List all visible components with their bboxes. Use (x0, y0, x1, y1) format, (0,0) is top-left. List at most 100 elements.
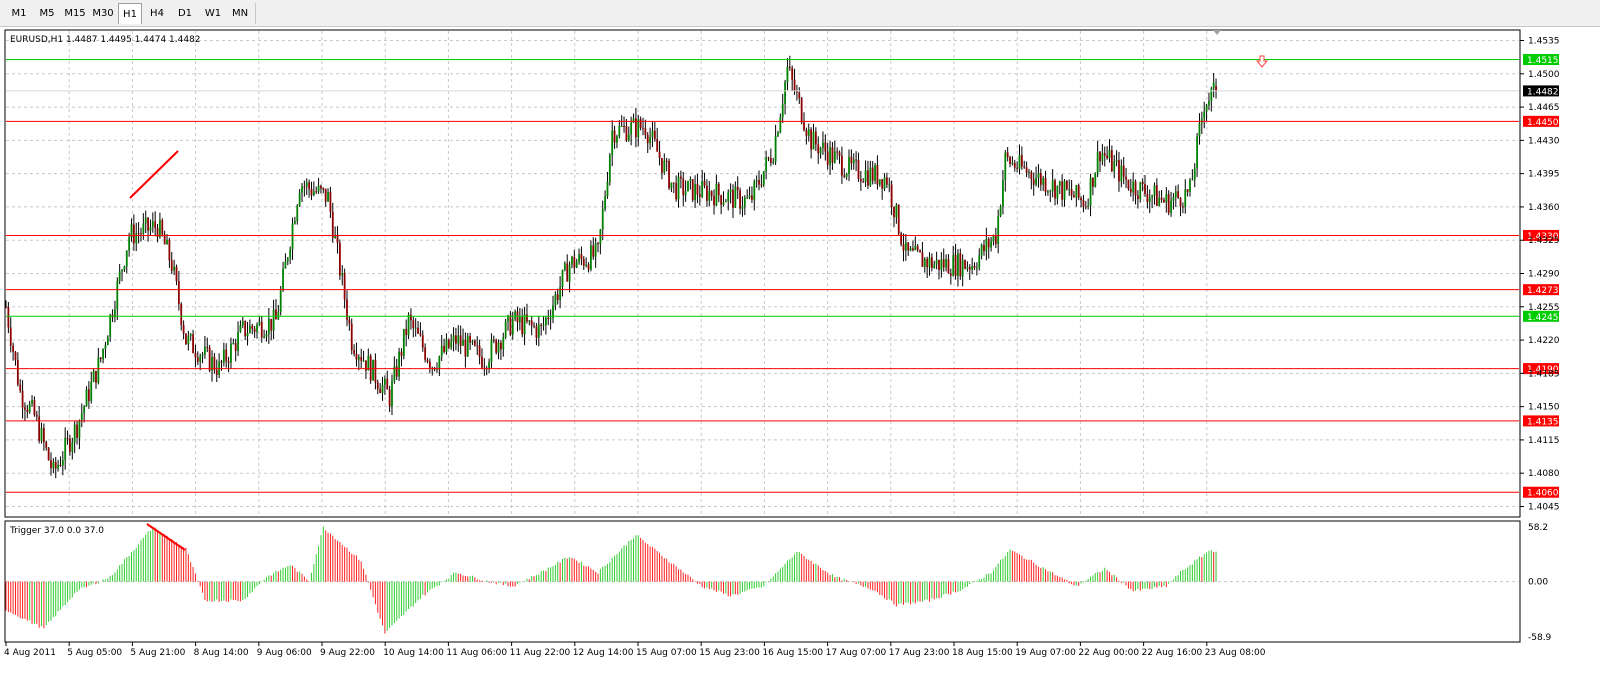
candle-body (1006, 152, 1009, 158)
candle-body (947, 259, 950, 274)
candle-body (1179, 197, 1182, 207)
candle-body (417, 327, 419, 334)
candle-body (807, 129, 810, 136)
candle-body (97, 357, 100, 383)
candle-body (341, 272, 344, 276)
candle-body (727, 192, 730, 202)
candle-body (618, 125, 621, 137)
candle-body (412, 320, 415, 329)
timeframe-tab-m1[interactable]: M1 (11, 8, 27, 19)
candle-body (410, 314, 412, 321)
candle-body (383, 378, 386, 385)
candle-body (710, 191, 713, 197)
candle-body (1170, 200, 1172, 213)
candle-body (54, 461, 57, 469)
candle-body (623, 125, 625, 127)
candle-body (1073, 195, 1075, 198)
candle-body (575, 261, 578, 268)
timeframe-tab-m15[interactable]: M15 (64, 8, 86, 19)
candle-body (717, 183, 720, 196)
timeframe-tab-h1[interactable]: H1 (118, 3, 142, 24)
timeframe-tab-d1[interactable]: D1 (177, 8, 193, 19)
candle-body (130, 224, 133, 237)
candle-body (71, 442, 74, 452)
candle-body (159, 220, 161, 238)
candle-body (1210, 88, 1213, 101)
candle-body (343, 272, 346, 300)
candle-body (140, 233, 142, 235)
candle-body (154, 221, 157, 229)
sell-arrow-icon[interactable] (1255, 55, 1269, 68)
price-trendline[interactable] (129, 150, 179, 199)
candle-body (1186, 189, 1189, 192)
timeframe-tab-mn[interactable]: MN (231, 8, 249, 19)
shift-marker-icon[interactable] (1213, 30, 1221, 35)
candle-body (658, 151, 661, 159)
candle-body (1189, 180, 1191, 192)
timeframe-toolbar: M1 M5 M15 M30 H1 H4 D1 W1 MN (0, 0, 1600, 27)
candle-body (424, 347, 427, 360)
candle-body (904, 242, 907, 251)
candle-body (395, 366, 398, 377)
chart-header: EURUSD,H1 1.4487 1.4495 1.4474 1.4482 (10, 35, 201, 45)
candle-body (1196, 136, 1199, 169)
candle-body (469, 336, 472, 343)
candle-body (26, 409, 29, 412)
indicator-tick-label: -58.9 (1528, 633, 1552, 643)
candle-body (1212, 82, 1215, 89)
candle-body (331, 211, 334, 238)
candle-body (180, 304, 183, 325)
candle-body (1037, 173, 1040, 178)
time-label: 8 Aug 14:00 (194, 648, 249, 658)
candle-body (796, 91, 798, 93)
candle-body (35, 414, 38, 417)
candle-body (220, 361, 223, 363)
candle-body (715, 183, 718, 206)
candle-body (1106, 155, 1109, 158)
candle-body (1080, 197, 1082, 201)
candle-body (1049, 191, 1052, 193)
candle-body (360, 356, 363, 361)
timeframe-tab-h4[interactable]: H4 (150, 8, 164, 19)
candle-body (414, 327, 417, 329)
candle-body (336, 235, 339, 243)
candle-body (206, 346, 209, 348)
candle-body (225, 349, 228, 362)
candle-body (168, 239, 171, 261)
time-label: 9 Aug 22:00 (320, 648, 375, 658)
candle-body (1032, 179, 1035, 185)
candle-body (601, 208, 604, 230)
candle-body (516, 311, 519, 323)
candle-body (28, 403, 31, 412)
candle-body (632, 118, 635, 123)
candle-body (975, 267, 978, 269)
timeframe-tab-w1[interactable]: W1 (204, 8, 222, 19)
candle-body (556, 294, 559, 300)
price-tick-label: 1.4185 (1528, 369, 1560, 379)
time-label: 12 Aug 14:00 (573, 648, 634, 658)
horizontal-levels[interactable]: 1.45151.44501.43301.42731.42451.41901.41… (6, 54, 1559, 499)
candle-body (357, 356, 360, 360)
candle-body (1127, 179, 1130, 189)
candle-body (211, 356, 213, 371)
candle-body (521, 316, 524, 335)
candle-body (855, 159, 858, 161)
candle-body (1092, 177, 1094, 187)
indicator-trendline[interactable] (146, 523, 186, 551)
candle-body (19, 384, 22, 391)
candle-body (822, 142, 824, 148)
candle-body (33, 400, 36, 415)
candle-body (244, 320, 247, 337)
candle-body (530, 320, 533, 326)
candle-body (201, 354, 204, 357)
timeframe-tab-m30[interactable]: M30 (92, 8, 114, 19)
candle-body (765, 157, 768, 172)
candle-body (338, 242, 341, 276)
candle-body (57, 464, 59, 469)
candle-body (682, 178, 685, 196)
candle-body (1047, 191, 1049, 193)
candle-body (748, 195, 751, 198)
candle-body (1110, 150, 1113, 172)
timeframe-tab-m5[interactable]: M5 (39, 8, 55, 19)
